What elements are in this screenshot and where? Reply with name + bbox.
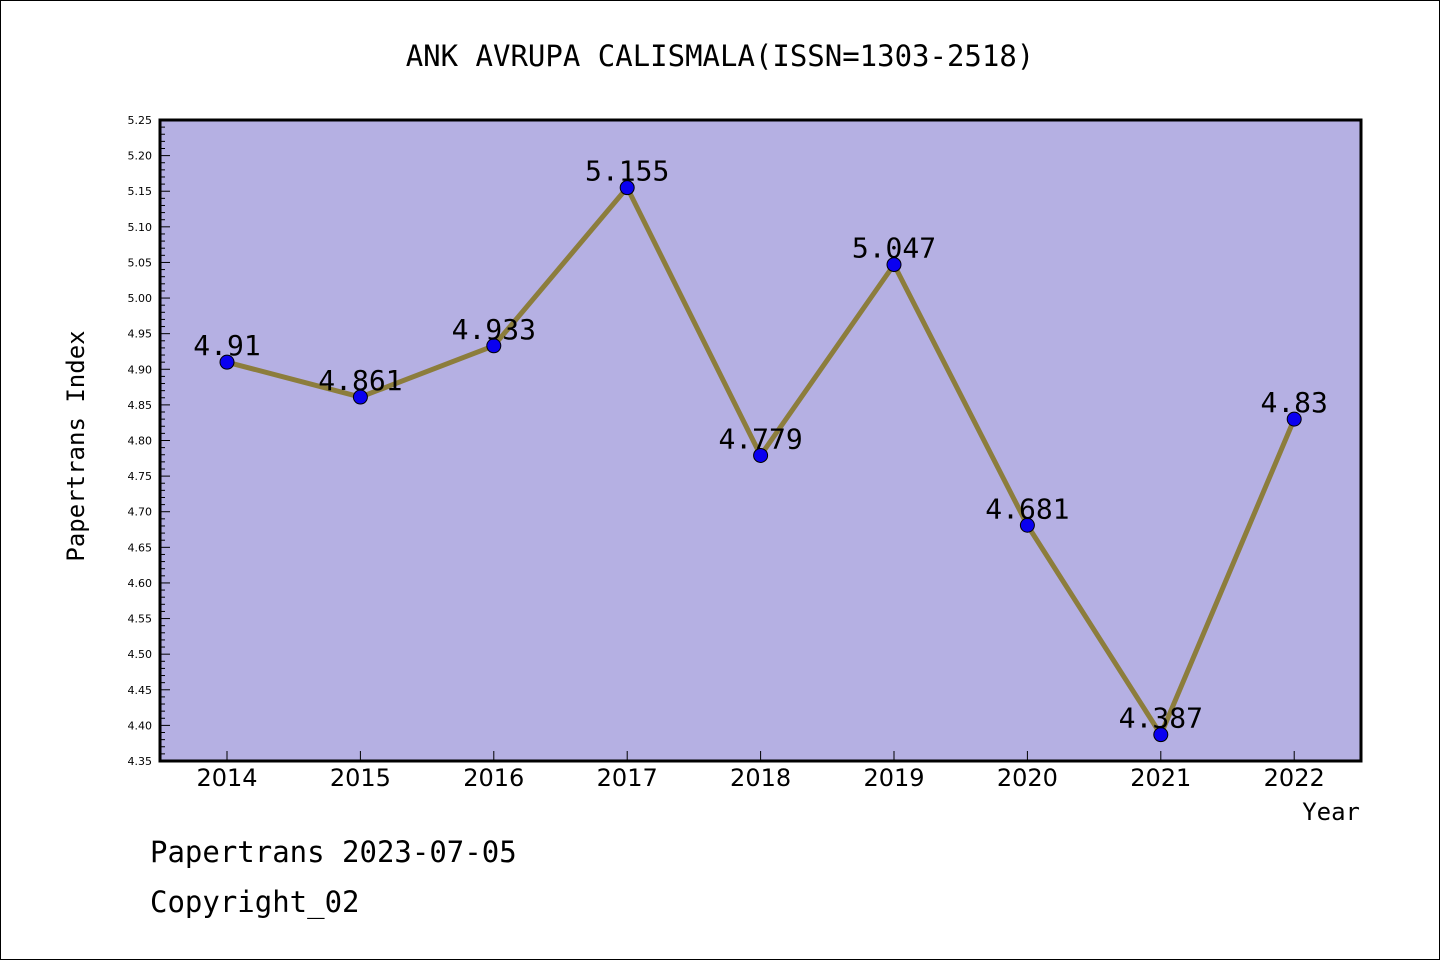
- data-label: 4.83: [1260, 386, 1327, 419]
- y-tick-label: 4.40: [128, 719, 153, 732]
- data-label: 4.779: [718, 422, 802, 455]
- y-tick-label: 5.25: [128, 114, 153, 127]
- footer-date: Papertrans 2023-07-05: [150, 835, 517, 869]
- x-axis-label: Year: [1302, 798, 1360, 826]
- y-tick-label: 4.45: [128, 684, 153, 697]
- data-label: 4.933: [452, 313, 536, 346]
- x-tick-label: 2017: [597, 764, 658, 792]
- y-tick-label: 5.10: [128, 221, 153, 234]
- footer-copyright: Copyright_02: [150, 885, 360, 919]
- x-tick-label: 2020: [997, 764, 1058, 792]
- y-tick-label: 4.70: [128, 506, 153, 519]
- data-point: [1019, 517, 1035, 533]
- data-label: 4.387: [1119, 702, 1203, 735]
- y-tick-label: 4.50: [128, 648, 153, 661]
- data-point: [619, 180, 635, 196]
- y-tick-label: 4.80: [128, 435, 153, 448]
- data-point: [352, 389, 368, 405]
- y-tick-label: 4.60: [128, 577, 153, 590]
- x-tick-label: 2018: [730, 764, 791, 792]
- y-tick-label: 4.75: [128, 470, 153, 483]
- data-label: 4.91: [193, 329, 260, 362]
- x-tick-label: 2021: [1130, 764, 1191, 792]
- y-tick-label: 4.35: [128, 755, 153, 768]
- x-tick-label: 2019: [863, 764, 924, 792]
- data-label: 4.861: [318, 364, 402, 397]
- data-point: [1286, 411, 1302, 427]
- y-tick-label: 5.15: [128, 185, 153, 198]
- y-tick-label: 5.20: [128, 150, 153, 163]
- data-label: 4.681: [985, 492, 1069, 525]
- data-labels: 4.91 4.861 4.933 5.155 4.779 5.047 4.681 4.387 4…: [193, 155, 1328, 735]
- chart-title: ANK AVRUPA CALISMALA(ISSN=1303-2518): [406, 39, 1035, 73]
- data-label: 5.047: [852, 232, 936, 265]
- y-tick-label: 4.55: [128, 613, 153, 626]
- data-point: [1153, 727, 1169, 743]
- x-tick-label: 2014: [196, 764, 257, 792]
- data-point: [486, 338, 502, 354]
- x-tick-label: 2016: [463, 764, 524, 792]
- x-axis: 2014 2015 2016 2017 2018 2019 2020 2021 2022: [196, 751, 1325, 792]
- data-point: [219, 354, 235, 370]
- data-markers: [219, 180, 1302, 743]
- x-tick-label: 2015: [330, 764, 391, 792]
- x-tick-label: 2022: [1264, 764, 1325, 792]
- y-tick-label: 5.05: [128, 256, 153, 269]
- y-axis-label: Papertrans Index: [62, 330, 90, 561]
- y-tick-label: 5.00: [128, 292, 153, 305]
- data-point: [886, 257, 902, 273]
- data-label: 5.155: [585, 155, 669, 188]
- plot-area: [158, 118, 1363, 763]
- y-tick-label: 4.95: [128, 328, 153, 341]
- y-tick-label: 4.65: [128, 541, 153, 554]
- y-tick-label: 4.90: [128, 363, 153, 376]
- y-axis: 4.35 4.40 4.45 4.50 4.55 4.60 4.65 4.70 4.75 4.80…: [128, 114, 170, 768]
- data-point: [753, 447, 769, 463]
- y-tick-label: 4.85: [128, 399, 153, 412]
